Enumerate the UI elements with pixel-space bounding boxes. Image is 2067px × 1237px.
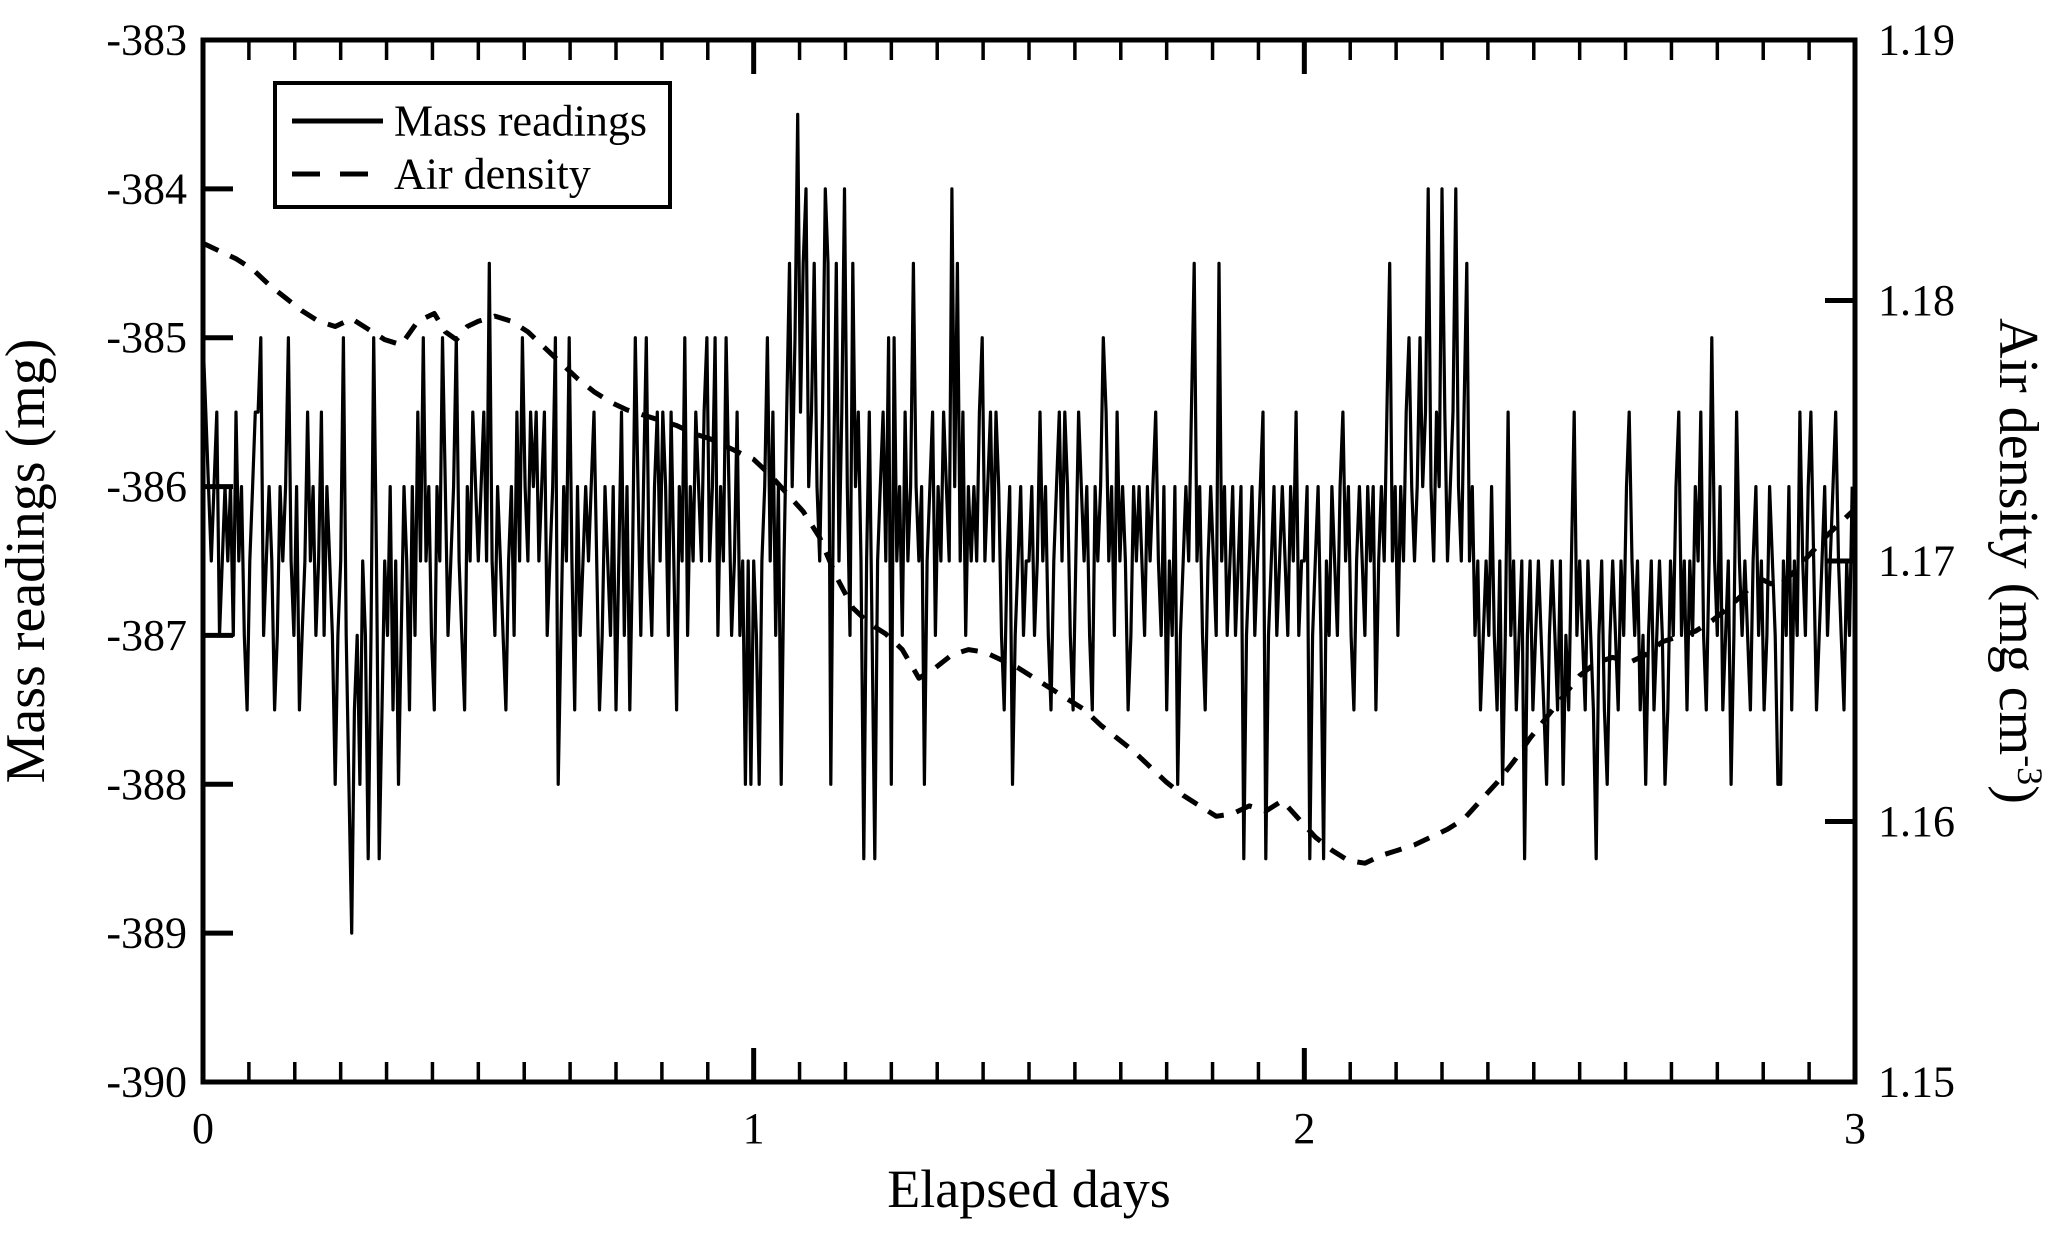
y-right-tick-label: 1.17 [1878,537,1955,586]
y-right-tick-label: 1.18 [1878,276,1955,325]
y-right-tick-label: 1.19 [1878,16,1955,65]
y-right-axis-title: Air density (mg cm-3) [1987,318,2050,804]
mass-readings-line [201,112,1854,935]
y-left-tick-label: -387 [106,611,187,660]
y-right-tick-label: 1.16 [1878,797,1955,846]
x-tick-label: 0 [192,1104,214,1153]
legend: Mass readings Air density [273,81,672,209]
plot-frame [200,37,1858,1085]
x-tick-label: 3 [1844,1104,1866,1153]
y-left-tick-label: -384 [106,164,187,213]
legend-box [273,81,672,209]
data-series [201,112,1857,935]
x-axis-title: Elapsed days [887,1159,1170,1219]
legend-label-mass-readings: Mass readings [394,97,647,146]
legend-label-air-density: Air density [394,150,591,199]
x-tick-label: 1 [743,1104,765,1153]
y-left-tick-label: -385 [106,313,187,362]
axis-tick-labels: -383 -384 -385 -386 -387 -388 -389 -390 1.19 1.18… [106,16,1955,1154]
x-tick-label: 2 [1293,1104,1315,1153]
y-left-tick-label: -383 [106,16,187,65]
y-left-tick-label: -386 [106,462,187,511]
air-density-line [201,240,1857,866]
y-left-tick-label: -388 [106,760,187,809]
y-right-tick-label: 1.15 [1878,1058,1955,1107]
y-left-axis-title: Mass readings (mg) [0,339,57,784]
y-left-tick-label: -390 [106,1058,187,1107]
y-left-tick-label: -389 [106,909,187,958]
